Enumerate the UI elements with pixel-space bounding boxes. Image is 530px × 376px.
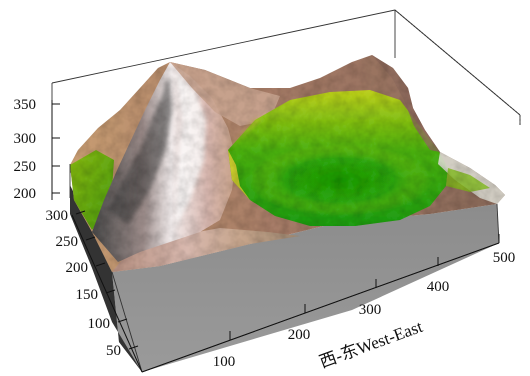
y-tick-label: 100 [88, 316, 111, 332]
z-tick-label: 200 [14, 186, 37, 202]
y-tick-mark [95, 262, 106, 267]
z-tick-label: 300 [14, 131, 37, 147]
x-axis-title: 西-东West-East [317, 317, 425, 372]
x-tick-label: 500 [493, 250, 516, 266]
y-tick-label: 150 [76, 287, 99, 303]
left-wall [70, 185, 142, 372]
y-tick-mark [117, 318, 128, 323]
x-tick-label: 300 [359, 302, 382, 318]
y-tick-label: 300 [46, 208, 69, 224]
x-tick-label: 200 [288, 327, 311, 343]
y-tick-mark [75, 210, 86, 215]
tick-layer: 200 250 300 350 50 100 150 200 250 300 100 200 300 40… [14, 97, 516, 370]
x-tick-label: 100 [213, 354, 236, 370]
y-tick-mark [85, 236, 96, 241]
terrain-surface [70, 55, 505, 272]
y-tick-label: 50 [106, 343, 121, 359]
z-tick-label: 250 [14, 159, 37, 175]
y-tick-label: 250 [56, 234, 79, 250]
y-tick-mark [105, 289, 116, 294]
front-wall [112, 204, 499, 372]
y-tick-mark [128, 345, 139, 350]
y-tick-label: 200 [66, 260, 89, 276]
z-tick-label: 350 [14, 97, 37, 113]
axis-lines [51, 100, 500, 373]
y-axis-line [71, 214, 143, 373]
x-tick-label: 400 [427, 279, 450, 295]
x-axis-line [141, 242, 500, 373]
